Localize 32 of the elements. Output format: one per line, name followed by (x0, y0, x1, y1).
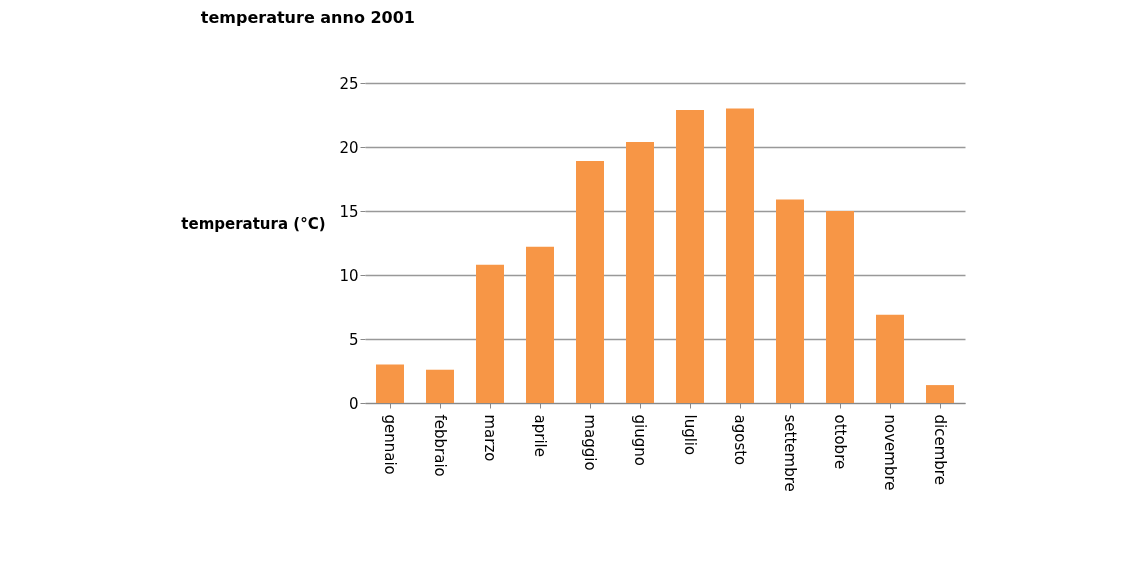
bar (926, 385, 954, 403)
bar (376, 364, 404, 403)
y-tick-label: 0 (348, 394, 359, 413)
x-tick-label: dicembre (931, 414, 949, 485)
bar (576, 161, 604, 403)
x-tick-label: aprile (531, 414, 549, 457)
y-tick-label: 10 (339, 266, 359, 285)
bar (826, 211, 854, 403)
x-tick-label: maggio (581, 414, 599, 471)
bar (476, 264, 504, 403)
x-tick-label: marzo (481, 414, 499, 462)
x-tick-label: ottobre (831, 414, 849, 470)
y-tick-label: 5 (348, 330, 359, 349)
y-axis-title: temperatura (°C) (181, 214, 326, 233)
y-tick-label: 15 (339, 202, 359, 221)
x-tick-label: novembre (881, 414, 899, 491)
bar (876, 314, 904, 403)
bar (776, 199, 804, 403)
x-tick-label: giugno (631, 414, 649, 466)
bar (626, 141, 654, 403)
x-tick-label: febbraio (431, 414, 449, 477)
x-tick-label: gennaio (381, 414, 399, 475)
bar (426, 369, 454, 403)
y-tick-label: 25 (339, 74, 359, 93)
bar (726, 108, 754, 403)
x-tick-label: agosto (731, 414, 749, 466)
x-tick-label: settembre (781, 414, 799, 492)
y-tick-label: 20 (339, 138, 359, 157)
bar (676, 109, 704, 403)
bar (526, 246, 554, 403)
x-tick-label: luglio (681, 414, 699, 456)
chart-title: temperature anno 2001 (200, 8, 415, 27)
